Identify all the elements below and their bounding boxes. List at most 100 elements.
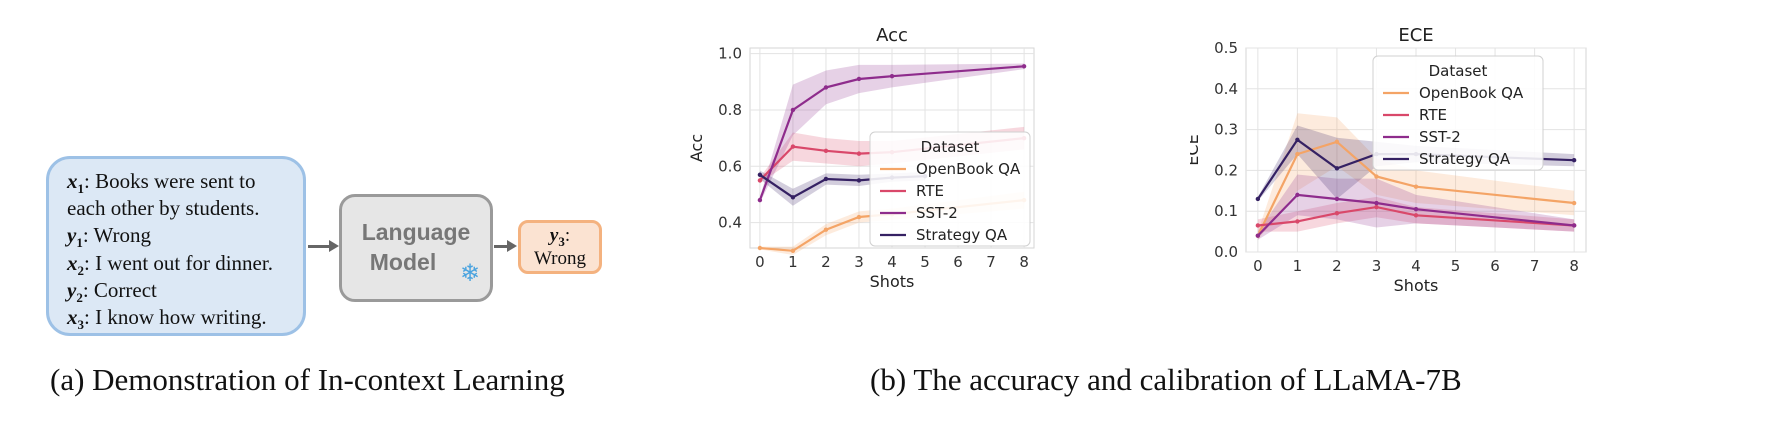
- output-box: y3: Wrong: [518, 220, 602, 274]
- model-label-line2: Model: [369, 249, 437, 275]
- acc-point-strategy-qa: [823, 176, 829, 182]
- arrow-to-model: [308, 245, 330, 248]
- ece-point-strategy-qa: [1334, 166, 1340, 171]
- ece-point-rte: [1374, 204, 1379, 210]
- acc-point-rte: [757, 178, 763, 183]
- ece-legend-label: OpenBook QA: [1419, 84, 1524, 102]
- panel-a-demonstration: x1: Books were sent to each other by stu…: [0, 0, 640, 423]
- ece-legend-title: Dataset: [1429, 62, 1488, 80]
- acc-point-openbook-qa: [823, 227, 829, 232]
- acc-point-sst-2: [757, 197, 763, 203]
- ece-band-openbook-qa: [1257, 113, 1575, 240]
- acc-xtick-label: 8: [1019, 253, 1029, 271]
- ece-xtick-label: 8: [1569, 257, 1579, 275]
- output-label: Wrong: [534, 248, 586, 269]
- ece-point-strategy-qa: [1255, 196, 1261, 202]
- model-label-line1: Language: [361, 219, 471, 245]
- acc-xtick-label: 5: [920, 253, 930, 271]
- acc-point-sst-2: [889, 73, 895, 79]
- ece-ytick-label: 0.1: [1214, 202, 1238, 220]
- prompt-var: x1: [67, 169, 84, 197]
- ece-point-rte: [1334, 211, 1340, 216]
- ece-point-rte: [1413, 213, 1419, 218]
- prompt-line-x2: x2: I went out for dinner.: [67, 251, 273, 279]
- ece-point-rte: [1295, 219, 1300, 224]
- acc-ytick-label: 0.8: [718, 101, 742, 119]
- ece-point-openbook-qa: [1374, 174, 1379, 179]
- acc-point-rte: [790, 144, 796, 149]
- prompt-line-x1: x1: Books were sent to: [67, 169, 256, 197]
- ece-ytick-label: 0.3: [1214, 121, 1238, 139]
- acc-xtick-label: 4: [887, 253, 897, 271]
- acc-chart: 0 1 2 3 4 5 6 7 8 0.4 0.6 0.8 1.0 Acc Shots Acc Dataset O…: [687, 25, 1035, 291]
- acc-ytick-label: 0.4: [718, 214, 742, 232]
- caption-b: (b) The accuracy and calibration of LLaM…: [870, 362, 1462, 397]
- acc-ytick-label: 1.0: [718, 45, 742, 63]
- ece-point-sst-2: [1374, 200, 1379, 206]
- ece-point-strategy-qa: [1571, 158, 1577, 163]
- ece-point-sst-2: [1413, 206, 1419, 212]
- prompt-line-continued: each other by students.: [67, 196, 260, 220]
- arrow-head-to-model: [329, 240, 339, 252]
- acc-ylabel: Acc: [687, 134, 706, 162]
- output-variable: y3:: [549, 225, 571, 249]
- ece-chart: 0 1 2 3 4 5 6 7 8 0.0 0.1 0.2 0.3 0.4 0.5 ECE Shots ECE Da…: [1190, 25, 1587, 295]
- arrow-to-output: [494, 245, 508, 248]
- acc-point-strategy-qa: [757, 172, 763, 177]
- ece-point-openbook-qa: [1413, 184, 1419, 189]
- ece-xlabel: Shots: [1394, 276, 1439, 295]
- acc-point-strategy-qa: [856, 178, 862, 183]
- ece-xtick-label: 6: [1490, 257, 1500, 275]
- ece-line-rte: [1257, 205, 1575, 227]
- ece-legend: Dataset OpenBook QA RTE SST-2 Strategy QA: [1372, 55, 1544, 171]
- ece-title: ECE: [1398, 25, 1433, 46]
- acc-legend-title: Dataset: [921, 138, 980, 156]
- prompt-line-y1: y1: Wrong: [67, 223, 152, 251]
- ece-ytick-label: 0.0: [1214, 243, 1238, 261]
- acc-xlabel: Shots: [870, 272, 915, 291]
- acc-band-sst-2: [759, 63, 1025, 203]
- ece-point-sst-2: [1255, 233, 1261, 238]
- acc-legend: Dataset OpenBook QA RTE SST-2 Strategy QA: [869, 131, 1031, 247]
- ece-xtick-label: 5: [1451, 257, 1461, 275]
- acc-point-openbook-qa: [856, 214, 862, 220]
- ece-ylabel: ECE: [1190, 134, 1202, 165]
- snowflake-icon: ❄: [460, 260, 481, 287]
- ece-xtick-label: 3: [1372, 257, 1382, 275]
- acc-point-openbook-qa: [757, 245, 763, 251]
- ece-legend-box: [1372, 55, 1544, 171]
- acc-legend-label: OpenBook QA: [916, 160, 1021, 178]
- ece-point-openbook-qa: [1571, 200, 1577, 206]
- acc-xtick-label: 7: [986, 253, 996, 271]
- acc-legend-label: Strategy QA: [916, 226, 1008, 244]
- prompt-line-x3: x3: I know how writing.: [67, 305, 267, 333]
- prompt-line-y2: y2: Correct: [67, 278, 157, 306]
- ece-line-openbook-qa: [1256, 140, 1575, 237]
- prompt-box: x1: Books were sent to each other by stu…: [46, 156, 306, 336]
- ece-point-sst-2: [1571, 223, 1577, 228]
- acc-point-sst-2: [1021, 64, 1027, 69]
- ece-ytick-label: 0.4: [1214, 80, 1238, 98]
- ece-ytick-label: 0.2: [1214, 161, 1238, 179]
- acc-point-rte: [856, 151, 862, 156]
- acc-legend-label: RTE: [916, 182, 944, 200]
- ece-point-sst-2: [1334, 196, 1340, 202]
- acc-point-sst-2: [856, 76, 862, 82]
- ece-line-sst-2: [1257, 193, 1575, 237]
- ece-xtick-label: 2: [1332, 257, 1342, 275]
- acc-title: Acc: [876, 25, 908, 46]
- ece-xtick-label: 0: [1253, 257, 1263, 275]
- acc-xtick-label: 3: [854, 253, 864, 271]
- ece-point-openbook-qa: [1334, 139, 1340, 145]
- ece-legend-label: SST-2: [1419, 128, 1461, 146]
- acc-xtick-label: 2: [821, 253, 831, 271]
- acc-xtick-label: 0: [755, 253, 765, 271]
- acc-point-strategy-qa: [790, 195, 796, 200]
- arrow-head-to-output: [507, 240, 517, 252]
- acc-point-rte: [823, 148, 829, 154]
- ece-xtick-label: 4: [1411, 257, 1421, 275]
- ece-band-strategy-qa: [1257, 125, 1575, 201]
- acc-point-openbook-qa: [790, 248, 796, 254]
- language-model-box: Language Model ❄: [339, 194, 493, 302]
- ece-point-openbook-qa: [1295, 151, 1300, 157]
